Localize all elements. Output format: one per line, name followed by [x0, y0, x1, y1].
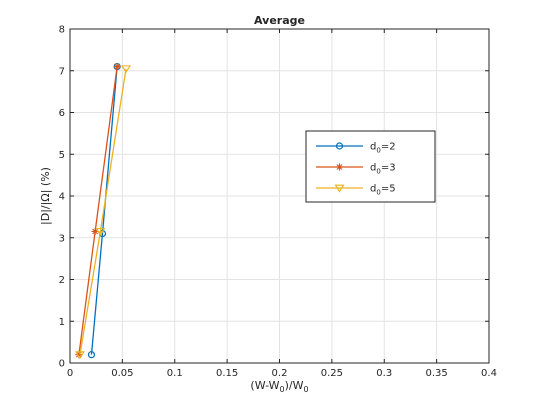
data-point-triangle: [95, 228, 106, 237]
data-point-circle: [335, 142, 344, 150]
y-tick-label: 8: [59, 25, 65, 36]
x-tick-label: 0.3: [376, 368, 392, 379]
x-tick-label: 0.2: [272, 368, 288, 379]
legend: d0=2 d0=3 d0=5: [305, 130, 436, 203]
x-tick-label: 0: [67, 368, 73, 379]
x-tick-label: 0.35: [425, 368, 447, 379]
y-tick-label: 3: [59, 233, 65, 244]
x-axis-label-sub: 0: [304, 385, 309, 394]
x-tick-label: 0.05: [111, 368, 133, 379]
legend-label: d0=2: [370, 142, 396, 155]
legend-label: d0=5: [370, 184, 396, 197]
x-axis-label-part: )/W: [285, 379, 304, 392]
legend-entry: d0=3: [316, 163, 396, 176]
x-axis-label-sub: 0: [280, 385, 285, 394]
asterisk-stroke: [336, 164, 343, 170]
legend-label: d0=3: [370, 163, 396, 176]
series: [74, 62, 132, 360]
y-tick-label: 7: [59, 66, 65, 77]
x-axis-label-part: (W-W: [250, 379, 279, 392]
data-point-circle: [87, 351, 96, 359]
y-tick-label: 0: [59, 359, 65, 370]
axis-ticks: 0 0.05 0.1 0.15 0.2 0.25 0.3 0.35 0.4 0 1 2 3 4 5 6 7 8: [59, 25, 497, 380]
y-tick-label: 4: [59, 192, 65, 203]
series-2: [74, 65, 132, 360]
x-tick-label: 0.4: [481, 368, 497, 379]
legend-entry: d0=5: [316, 184, 396, 197]
y-tick-label: 2: [59, 275, 65, 286]
y-tick-label: 5: [59, 150, 65, 161]
asterisk-stroke: [114, 63, 121, 70]
series-line: [78, 66, 118, 355]
data-point-triangle: [334, 184, 345, 193]
x-tick-label: 0.1: [167, 368, 183, 379]
data-point-triangle: [74, 351, 85, 360]
data-point-asterisk: [113, 62, 121, 71]
x-tick-label: 0.25: [321, 368, 343, 379]
y-tick-label: 6: [59, 108, 65, 119]
x-tick-label: 0.15: [216, 368, 238, 379]
data-point-triangle: [121, 65, 132, 74]
series-line: [90, 66, 118, 355]
series-line: [79, 68, 127, 355]
data-point-asterisk: [335, 163, 344, 171]
chart-title: Average: [254, 14, 305, 27]
y-tick-label: 1: [59, 317, 65, 328]
legend-entry: d0=2: [316, 142, 396, 155]
y-axis-label: |D|/|Ω| (%): [39, 167, 52, 225]
x-axis-label: (W-W0)/W0: [250, 379, 308, 394]
